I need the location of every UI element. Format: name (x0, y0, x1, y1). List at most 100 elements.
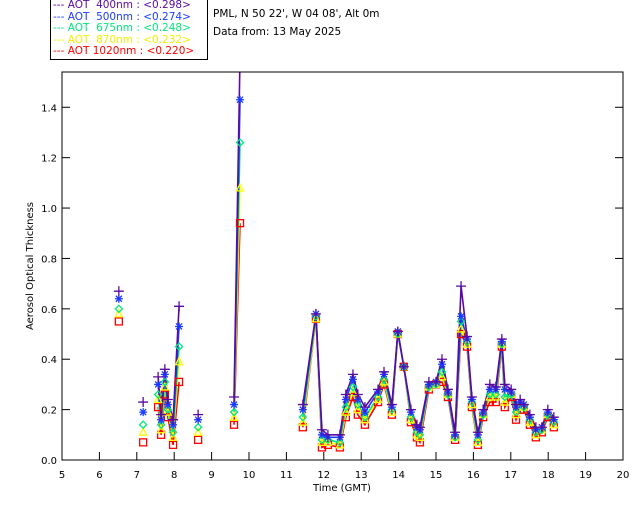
x-tick-label: 20 (617, 470, 630, 481)
data-point-plus (373, 384, 384, 395)
data-point-diamond (456, 317, 466, 326)
data-point-diamond (506, 390, 516, 399)
site-location: PML, N 50 22', W 04 08', Alt 0m (213, 8, 380, 20)
data-point-plus (398, 361, 409, 372)
data-point-square (139, 438, 148, 447)
data-point-asterisk (157, 415, 166, 424)
data-point-triangle (229, 411, 239, 421)
data-point-square (153, 402, 163, 412)
data-point-triangle (500, 396, 510, 406)
data-point-diamond (473, 435, 483, 445)
data-point-plus (462, 331, 473, 342)
data-point-plus (113, 286, 124, 297)
data-point-plus (472, 427, 483, 438)
data-point-plus (347, 369, 358, 380)
data-point-triangle (160, 381, 170, 391)
y-tick-label: 1.4 (41, 103, 57, 114)
data-point-triangle (193, 426, 203, 436)
data-point-plus (536, 422, 547, 433)
y-tick-label: 0.4 (41, 355, 57, 366)
data-point-asterisk (236, 95, 245, 104)
data-point-diamond (525, 415, 535, 425)
data-point-square (298, 423, 308, 432)
y-tick-label: 1.0 (41, 204, 57, 215)
data-point-diamond (341, 402, 351, 412)
data-point-diamond (415, 430, 425, 440)
y-axis-label: Aerosol Optical Thickness (25, 202, 36, 330)
data-point-asterisk (114, 294, 123, 303)
data-point-plus (392, 326, 403, 337)
data-point-plus (359, 402, 370, 413)
data-point-plus (542, 404, 553, 415)
x-tick-label: 7 (134, 470, 140, 481)
data-point-square (156, 430, 166, 439)
data-point-square (341, 413, 351, 422)
x-tick-label: 12 (317, 470, 330, 481)
data-point-plus (456, 281, 467, 292)
data-point-diamond (424, 382, 434, 392)
data-point-diamond (317, 435, 327, 445)
data-point-plus (515, 394, 526, 405)
data-point-plus (496, 334, 507, 345)
data-point-square (353, 410, 362, 419)
data-point-plus (159, 364, 170, 375)
x-tick-label: 5 (59, 470, 65, 481)
data-point-diamond (519, 402, 529, 412)
data-point-diamond (537, 425, 547, 435)
data-point-diamond (406, 412, 416, 422)
data-point-asterisk (341, 395, 350, 404)
data-point-plus (478, 404, 489, 415)
data-point-plus (499, 379, 510, 390)
y-tick-label: 0.6 (41, 305, 57, 316)
data-point-triangle (114, 308, 124, 318)
data-point-diamond (298, 412, 308, 422)
data-point-diamond (549, 417, 559, 427)
data-point-diamond (497, 339, 507, 349)
data-point-diamond (348, 382, 358, 392)
data-point-diamond (168, 427, 178, 437)
data-point-diamond (491, 390, 501, 399)
x-tick-label: 14 (392, 470, 405, 481)
data-point-plus (506, 384, 517, 395)
data-point-plus (229, 392, 240, 403)
data-point-diamond (163, 405, 173, 415)
y-tick-label: 1.2 (41, 154, 57, 165)
data-point-plus (379, 366, 390, 377)
x-tick-label: 15 (430, 470, 443, 481)
data-point-asterisk (437, 360, 446, 369)
legend-item-500: --- AOT 500nm : <0.274> (53, 10, 191, 23)
data-point-diamond (511, 407, 521, 417)
data-point-diamond (335, 437, 345, 447)
data-point-diamond (531, 427, 541, 437)
data-point-plus (193, 409, 204, 420)
data-point-asterisk (230, 400, 239, 409)
data-point-diamond (193, 422, 203, 432)
x-tick-label: 6 (96, 470, 102, 481)
data-point-diamond (323, 435, 333, 445)
data-point-plus (548, 412, 559, 423)
data-point-square (174, 377, 184, 387)
data-point-diamond (467, 397, 477, 407)
data-point-plus (334, 429, 345, 440)
x-tick-label: 11 (280, 470, 293, 481)
data-point-asterisk (194, 415, 203, 424)
data-point-triangle (168, 431, 178, 441)
data-point-diamond (379, 374, 389, 384)
data-point-triangle (437, 371, 447, 381)
data-point-asterisk (160, 370, 169, 379)
legend-item-675: --- AOT 675nm : <0.248> (53, 22, 191, 35)
data-point-diamond (153, 390, 163, 399)
site-info: PML, N 50 22', W 04 08', Alt 0m Data fro… (213, 5, 380, 41)
data-point-asterisk (485, 385, 494, 394)
data-point-asterisk (353, 395, 362, 404)
data-point-plus (442, 384, 453, 395)
data-point-diamond (174, 342, 184, 352)
data-point-asterisk (457, 312, 466, 321)
data-point-square (229, 420, 239, 429)
data-point-triangle (456, 323, 466, 333)
data-point-asterisk (360, 408, 369, 417)
legend-item-870: --- AOT 870nm : <0.232> (53, 33, 191, 46)
data-point-plus (316, 424, 327, 435)
data-point-plus (405, 404, 416, 415)
